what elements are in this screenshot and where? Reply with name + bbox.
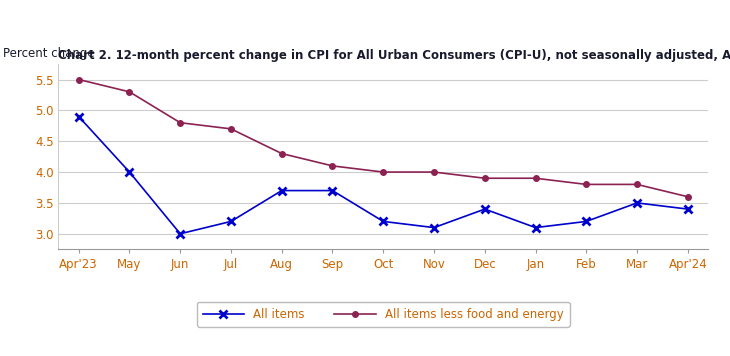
Text: Percent change: Percent change — [3, 47, 95, 61]
Text: Chart 2. 12-month percent change in CPI for All Urban Consumers (CPI-U), not sea: Chart 2. 12-month percent change in CPI … — [58, 48, 730, 62]
Legend: All items, All items less food and energy: All items, All items less food and energ… — [196, 302, 570, 326]
